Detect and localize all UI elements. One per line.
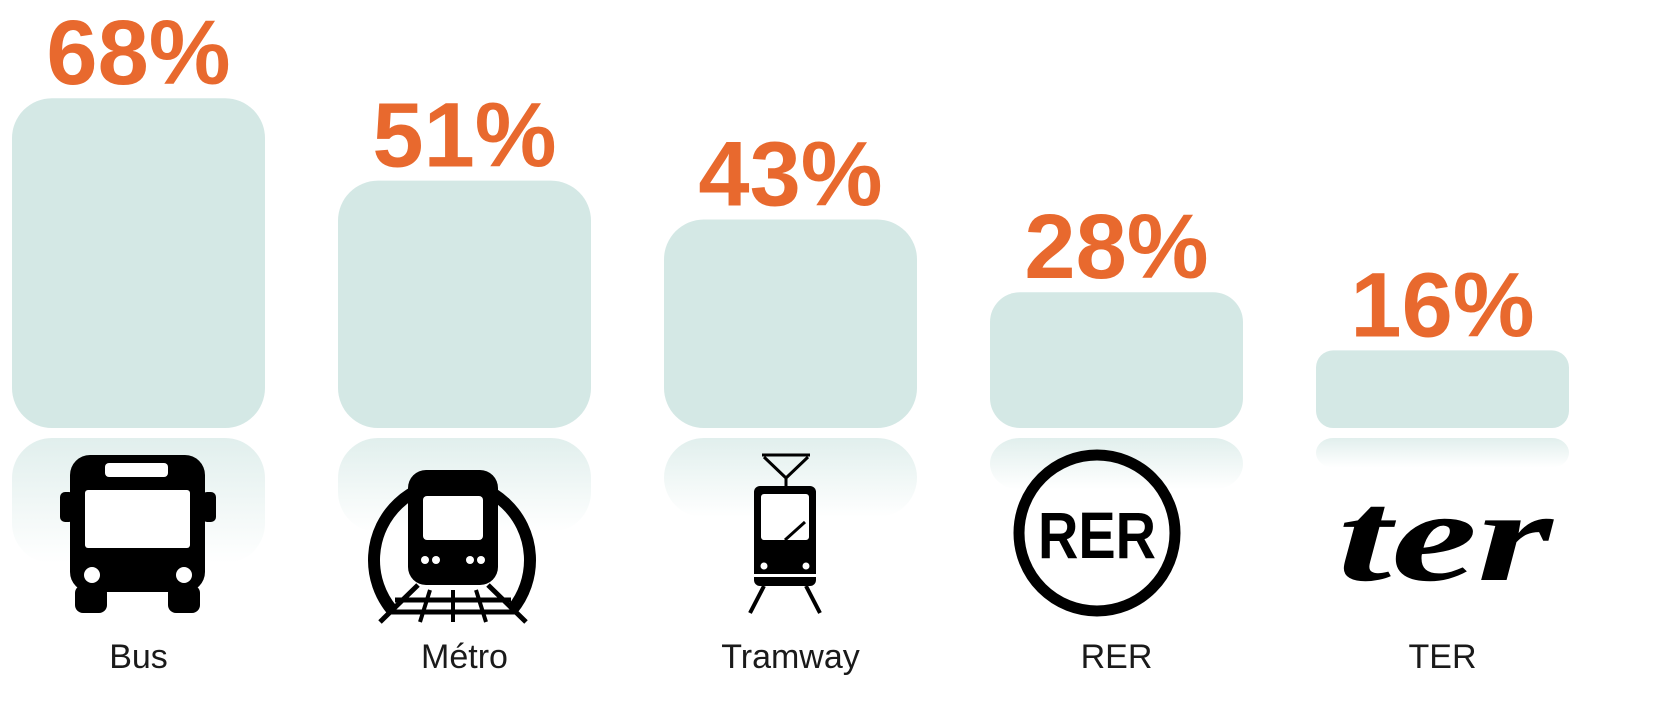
bus-icon	[60, 455, 216, 613]
category-label: TER	[1409, 638, 1477, 676]
ter-icon: ter	[1338, 465, 1555, 609]
bar-reflection	[990, 438, 1243, 490]
ter-logo: ter	[1338, 465, 1555, 609]
bar-reflection	[664, 438, 917, 518]
bar-reflection	[1316, 438, 1569, 468]
bar	[1316, 350, 1569, 428]
bar	[990, 292, 1243, 428]
category-label: Métro	[421, 638, 508, 676]
bar	[12, 98, 265, 428]
metro-icon	[368, 470, 536, 624]
rer-logo: RER	[1038, 498, 1156, 572]
value-label: 51%	[372, 85, 556, 187]
rer-icon: RER	[1013, 449, 1181, 617]
bar	[664, 219, 917, 428]
category-label: RER	[1081, 638, 1153, 676]
value-label: 28%	[1024, 196, 1208, 298]
value-label: 43%	[698, 123, 882, 225]
category-label: Tramway	[721, 638, 860, 676]
tram-icon	[748, 453, 822, 614]
bar	[338, 180, 591, 428]
value-label: 16%	[1350, 254, 1534, 356]
value-label: 68%	[46, 2, 230, 104]
category-label: Bus	[109, 638, 168, 676]
